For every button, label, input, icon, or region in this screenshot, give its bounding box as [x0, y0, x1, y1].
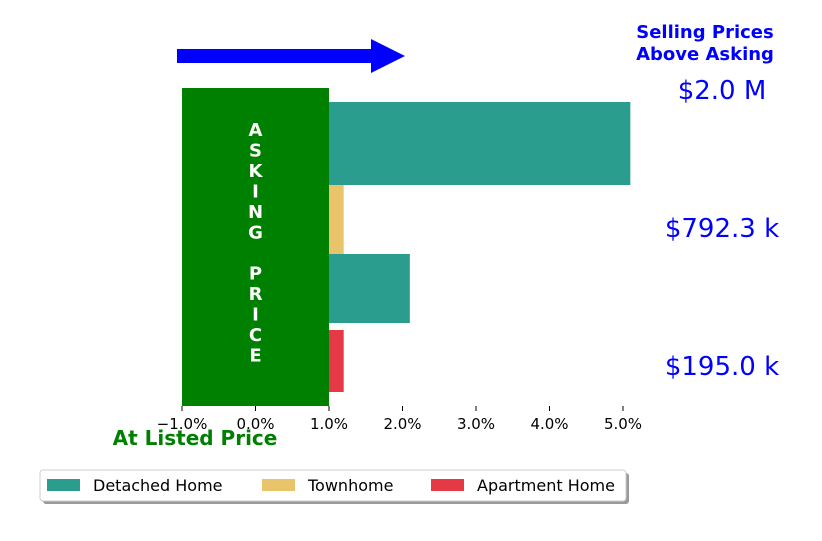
asking-letter-0: A — [249, 120, 263, 141]
x-axis: −1.0% 0.0% 1.0% 2.0% 3.0% 4.0% 5.0% — [157, 406, 642, 433]
asking-letter-8: R — [249, 284, 263, 305]
at-listed-price-label: At Listed Price — [113, 426, 278, 450]
legend-label-detached-home: Detached Home — [93, 476, 223, 495]
asking-letter-7: P — [249, 264, 262, 285]
price-label-2: $195.0 k — [665, 352, 779, 382]
x-tick-label-4: 3.0% — [457, 415, 495, 433]
asking-letter-4: N — [248, 202, 263, 223]
asking-letter-5: G — [248, 223, 263, 244]
asking-price-band — [182, 88, 329, 406]
legend-swatch-townhome — [262, 479, 295, 491]
bar-apartment-home-3 — [329, 330, 344, 392]
asking-letter-2: K — [249, 161, 264, 182]
x-tick-label-1: 0.0% — [236, 415, 274, 433]
right-arrow-icon — [177, 39, 405, 73]
bar-detached-home-0 — [329, 102, 631, 185]
asking-letter-3: I — [252, 182, 259, 203]
asking-band-layer — [182, 88, 329, 406]
asking-letter-9: I — [252, 305, 259, 326]
legend-label-townhome: Townhome — [307, 476, 393, 495]
price-label-0: $2.0 M — [678, 76, 767, 106]
header-line-1: Selling Prices — [636, 22, 773, 43]
legend-swatch-apartment-home — [431, 479, 464, 491]
price-label-1: $792.3 k — [665, 214, 779, 244]
x-tick-label-2: 1.0% — [310, 415, 348, 433]
x-tick-label-3: 2.0% — [383, 415, 421, 433]
legend: Detached Home Townhome Apartment Home — [39, 469, 629, 504]
bar-detached-home-2 — [329, 254, 410, 323]
x-tick-label-0: −1.0% — [157, 415, 208, 433]
x-tick-label-6: 5.0% — [604, 415, 642, 433]
price-label-layer: $2.0 M $792.3 k $195.0 k — [665, 76, 779, 382]
bar-townhome-1 — [329, 185, 344, 254]
legend-frame — [39, 469, 627, 502]
asking-letter-11: E — [249, 346, 261, 367]
x-tick-label-5: 4.0% — [530, 415, 568, 433]
asking-letter-10: C — [249, 325, 262, 346]
legend-label-apartment-home: Apartment Home — [477, 476, 615, 495]
bar-layer — [329, 102, 631, 392]
header-line-2: Above Asking — [636, 44, 774, 65]
legend-swatch-detached-home — [47, 479, 80, 491]
asking-letter-1: S — [249, 141, 262, 162]
